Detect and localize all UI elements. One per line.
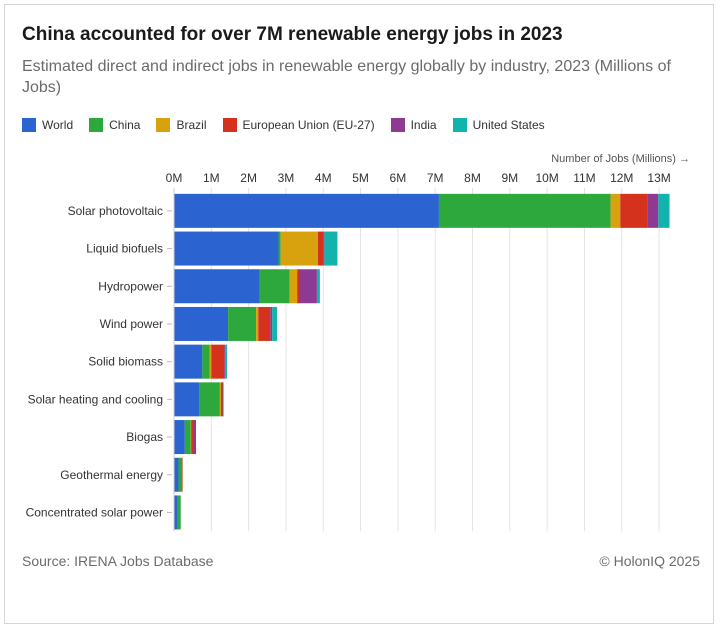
bar-segment-united-states (272, 306, 277, 341)
x-tick-label: 9M (501, 171, 518, 185)
bar-segment-china (176, 495, 181, 530)
bar-segment-brazil (289, 269, 298, 304)
bar-segment-china (278, 231, 281, 266)
chart-legend: World China Brazil European Union (EU-27) In… (22, 116, 561, 134)
chart-card (4, 4, 714, 624)
bar-segment-european-union-eu-27 (211, 344, 225, 379)
bar-segment-china (178, 457, 183, 492)
category-label: Hydropower (98, 279, 163, 293)
category-label: Solar photovoltaic (68, 204, 163, 218)
x-tick-label: 8M (464, 171, 481, 185)
category-label: Biogas (126, 430, 163, 444)
legend-swatch (89, 118, 104, 132)
x-tick-label: 3M (278, 171, 295, 185)
bar-segment-world (174, 269, 260, 304)
x-tick-label: 12M (610, 171, 633, 185)
bar-segment-china (228, 306, 257, 341)
bar-segment-world (174, 344, 203, 379)
bar-segment-world (174, 457, 179, 492)
bar-segment-china (438, 193, 611, 228)
bar-segment-european-union-eu-27 (318, 231, 324, 266)
x-tick-label: 5M (352, 171, 369, 185)
legend-label: India (410, 118, 437, 132)
legend-label: China (109, 118, 141, 132)
bar-segment-brazil (190, 420, 192, 455)
bar-segment-india (299, 269, 317, 304)
x-tick-label: 13M (647, 171, 670, 185)
x-tick-label: 11M (573, 171, 595, 185)
x-axis-label: Number of Jobs (Millions) → (551, 153, 690, 165)
category-label: Geothermal energy (60, 468, 163, 482)
legend-item-united-states[interactable]: United States (452, 118, 545, 132)
bar-segment-brazil (219, 382, 222, 417)
bar-segment-world (174, 382, 200, 417)
x-tick-label: 7M (427, 171, 444, 185)
bar-segment-united-states (225, 344, 227, 379)
bar-segment-united-states (316, 269, 320, 304)
x-tick-label: 0M (166, 171, 183, 185)
category-label: Liquid biofuels (86, 242, 163, 256)
bar-segment-european-union-eu-27 (620, 193, 648, 228)
x-tick-label: 6M (390, 171, 407, 185)
bar-segment-european-union-eu-27 (258, 306, 271, 341)
bar-segment-india (270, 306, 273, 341)
bar-segment-european-union-eu-27 (182, 457, 183, 492)
bar-segment-world (174, 193, 439, 228)
chart-title: China accounted for over 7M renewable en… (22, 24, 563, 45)
bar-segment-china (202, 344, 210, 379)
x-tick-label: 4M (315, 171, 332, 185)
bar-segment-world (174, 231, 279, 266)
source-note: Source: IRENA Jobs Database (22, 553, 214, 569)
category-label: Concentrated solar power (26, 505, 163, 519)
legend-item-brazil[interactable]: Brazil (156, 118, 207, 132)
x-tick-label: 2M (240, 171, 257, 185)
legend-item-india[interactable]: India (390, 118, 437, 132)
bar-segment-world (174, 495, 177, 530)
bar-segment-brazil (209, 344, 212, 379)
bar-segment-india (323, 231, 325, 266)
legend-swatch (452, 118, 467, 132)
legend-swatch (22, 118, 36, 132)
chart-subtitle: Estimated direct and indirect jobs in re… (22, 58, 671, 96)
bar-segment-united-states (658, 193, 670, 228)
bar-segment-china (259, 269, 290, 304)
legend-swatch (222, 118, 237, 132)
bar-segment-brazil (256, 306, 259, 341)
category-label: Wind power (100, 317, 163, 331)
category-label: Solid biomass (88, 355, 163, 369)
legend-label: World (42, 118, 74, 132)
bar-segment-india (647, 193, 659, 228)
legend-label: European Union (EU-27) (242, 118, 375, 132)
bar-segment-brazil (610, 193, 621, 228)
bar-segment-united-states (324, 231, 338, 266)
bar-segment-european-union-eu-27 (221, 382, 223, 417)
bar-segment-world (174, 420, 185, 455)
bar-segment-india (222, 382, 224, 417)
copyright-note: © HolonIQ 2025 (599, 553, 700, 569)
bar-segment-china (184, 420, 191, 455)
bar-segment-brazil (280, 231, 319, 266)
bar-segment-india (193, 420, 197, 455)
category-label: Solar heating and cooling (28, 392, 163, 406)
bar-segment-united-states (222, 382, 224, 417)
legend-item-european-union-eu-27[interactable]: European Union (EU-27) (222, 118, 375, 132)
legend-swatch (390, 118, 405, 132)
x-tick-label: 1M (203, 171, 220, 185)
x-tick-label: 10M (535, 171, 558, 185)
legend-label: Brazil (176, 118, 207, 132)
bar-segment-china (199, 382, 220, 417)
bar-segment-india (224, 344, 226, 379)
bar-segment-world (174, 306, 229, 341)
bar-segment-european-union-eu-27 (297, 269, 299, 304)
bar-segment-european-union-eu-27 (191, 420, 194, 455)
legend-item-world[interactable]: World (22, 118, 73, 132)
legend-swatch (156, 118, 171, 132)
legend-item-china[interactable]: China (89, 118, 140, 132)
legend-label: United States (472, 118, 545, 132)
